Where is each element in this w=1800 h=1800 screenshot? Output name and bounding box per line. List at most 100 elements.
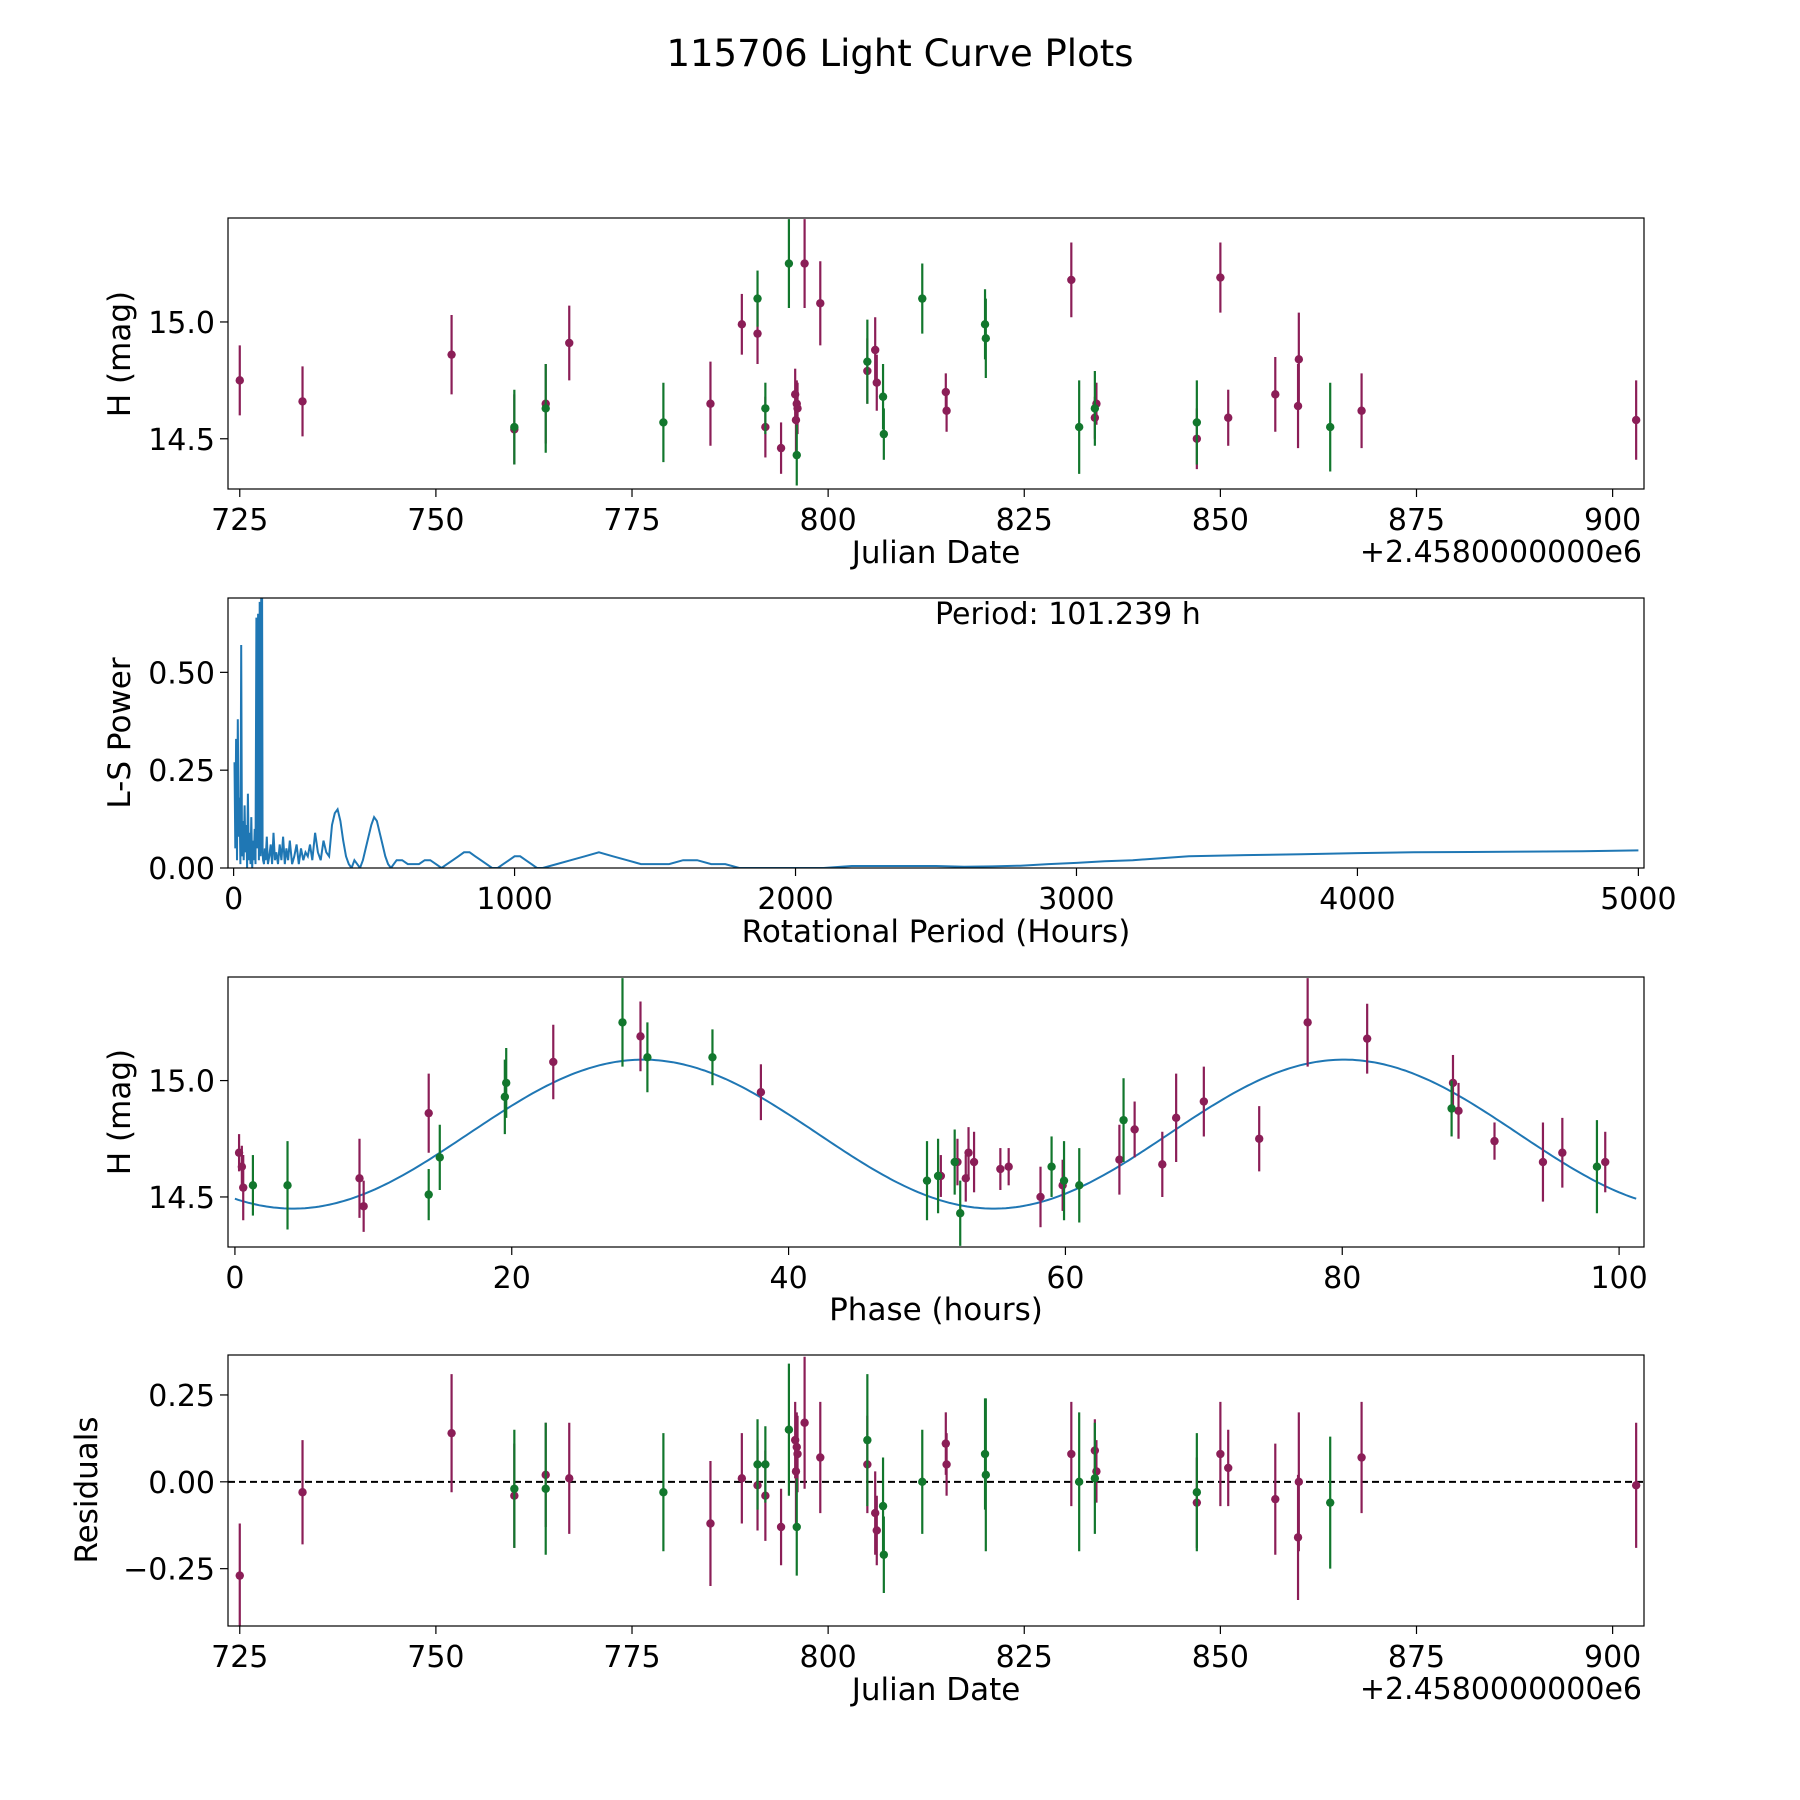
residuals-point-magenta [871,1471,880,1555]
data-marker [298,1488,307,1497]
residuals-ytick-label: 0.25 [148,1379,215,1414]
residuals-point-green [753,1419,762,1510]
lightcurve-point-magenta [816,261,825,346]
data-marker [1115,1155,1124,1164]
data-marker [355,1174,364,1183]
data-marker [950,1157,959,1167]
data-marker [1293,1533,1303,1542]
lightcurve-point-green [1090,371,1100,446]
data-marker [1074,1477,1084,1487]
data-marker [996,1164,1005,1174]
phased-point-magenta [1171,1073,1181,1163]
data-marker [816,1453,825,1462]
data-marker [248,1181,258,1190]
phased-point-magenta [359,1180,368,1232]
data-marker [1059,1176,1069,1185]
phased-point-green [424,1169,433,1221]
data-marker [753,329,762,338]
data-marker [863,1435,872,1445]
data-marker [792,450,801,460]
phased-xtick-label: 40 [769,1261,807,1296]
data-marker [761,1460,770,1469]
lightcurve-point-magenta [1067,242,1076,318]
data-marker [298,397,307,406]
data-marker [1224,413,1233,422]
data-marker [424,1190,433,1199]
lightcurve-point-green [510,389,519,465]
phased-marks [234,978,1637,1246]
phased-point-magenta [1490,1122,1499,1160]
phased-point-magenta [1158,1131,1167,1197]
data-marker [964,1148,973,1157]
lightcurve-point-magenta [235,345,244,416]
data-marker [784,1425,794,1434]
data-marker [435,1153,444,1162]
data-marker [1119,1115,1128,1125]
data-marker [706,399,715,408]
data-marker [879,429,889,439]
periodogram-xtick-label: 3000 [1038,882,1114,917]
periodogram-xlabel: Rotational Period (Hours) [742,914,1131,950]
data-marker [1631,1481,1641,1490]
data-marker [1192,1488,1202,1497]
data-marker [1362,1034,1372,1043]
data-marker [1293,401,1303,411]
phased-point-green [1119,1078,1128,1163]
data-marker [791,415,801,425]
data-marker [502,1078,511,1088]
residuals-ytick-label: 0.00 [148,1466,215,1501]
model-fit-curve [234,1058,1637,1210]
lightcurve-xtick-label: 900 [1584,503,1641,538]
periodogram-xtick-label: 4000 [1319,882,1395,917]
periodogram-yticks: 0.00 0.25 0.50 [148,656,228,887]
residuals-marks [228,1356,1644,1626]
phased-xtick-label: 60 [1046,1261,1084,1296]
residuals-point-magenta [1067,1401,1076,1507]
periodogram-plot-area [233,598,1639,868]
data-marker [942,406,951,415]
residuals-ylabel: Residuals [69,1416,105,1563]
residuals-point-green [1074,1412,1084,1552]
data-marker [1067,1449,1076,1459]
residuals-point-magenta [235,1523,244,1626]
residuals-point-magenta [1293,1474,1303,1600]
lightcurve-point-magenta [1357,373,1366,449]
lightcurve-point-green [784,219,794,308]
phased-point-magenta [964,1127,973,1179]
data-marker [447,1428,456,1438]
phased-xticks: 0 20 40 60 80 100 [225,1247,1648,1296]
residuals-xtick-label: 750 [407,1640,464,1675]
data-marker [878,1501,888,1511]
residuals-point-magenta [1224,1429,1233,1507]
phased-xtick-label: 100 [1590,1261,1647,1296]
data-marker [500,1092,510,1102]
data-marker [1448,1078,1458,1088]
data-marker [235,376,244,385]
residuals-xlabel: Julian Date [850,1672,1021,1708]
data-marker [447,350,456,359]
phased-point-green [500,1059,510,1135]
data-marker [549,1057,558,1067]
residuals-point-magenta [1357,1401,1366,1514]
data-marker [1294,355,1304,364]
residuals-point-green [918,1429,927,1534]
residuals-point-magenta [737,1433,747,1524]
phased-ytick-label: 15.0 [148,1065,215,1100]
residuals-xtick-label: 775 [603,1640,660,1675]
data-marker [235,1571,244,1580]
phased-point-green [1059,1141,1069,1221]
data-marker [1090,404,1100,413]
residuals-point-magenta [1271,1443,1280,1555]
lightcurve-point-magenta [565,305,574,381]
lightcurve-marks [235,219,1641,486]
data-marker [918,1477,927,1487]
data-marker [359,1202,368,1211]
residuals-ytick-label: −0.25 [123,1553,215,1588]
residuals-point-green [981,1398,991,1552]
data-marker [1490,1136,1499,1146]
data-marker [1326,422,1335,432]
phased-point-green [933,1138,943,1214]
residuals-xtick-label: 725 [211,1640,268,1675]
phased-point-magenta [355,1138,364,1218]
residuals-point-green [1090,1422,1100,1534]
